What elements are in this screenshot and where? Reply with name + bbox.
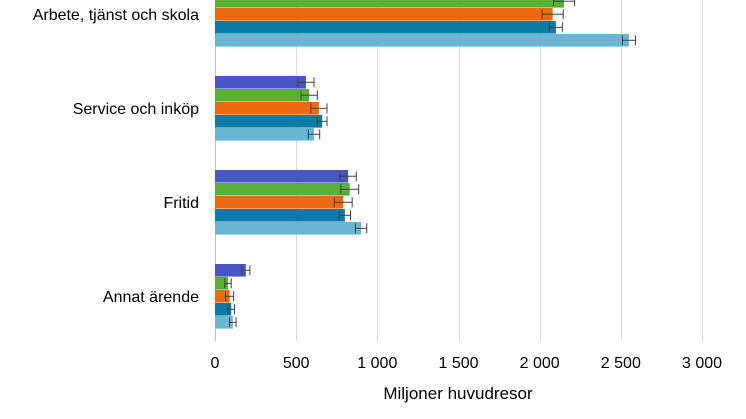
error-bar-layer xyxy=(224,0,636,328)
x-tick-label: 2 500 xyxy=(601,355,641,372)
bar xyxy=(215,303,232,316)
x-tick-label: 0 xyxy=(211,355,220,372)
bar xyxy=(215,0,565,8)
bar xyxy=(215,222,362,235)
bar xyxy=(215,170,349,183)
category-label: Fritid xyxy=(163,195,199,212)
category-label: Service och inköp xyxy=(73,101,199,118)
bar xyxy=(215,76,306,89)
category-label: Annat ärende xyxy=(103,289,199,306)
bar xyxy=(215,209,345,222)
category-label: Arbete, tjänst och skola xyxy=(33,7,199,24)
bar xyxy=(215,8,553,21)
bar xyxy=(215,316,233,329)
x-tick-label: 500 xyxy=(283,355,310,372)
x-tick-label: 2 000 xyxy=(520,355,560,372)
label-layer: 0 500 1 000 1 500 2 000 2 500 3 000 Arbete, tjä… xyxy=(33,7,722,372)
bar xyxy=(215,102,319,115)
x-axis-title: Miljoner huvudresor xyxy=(383,384,533,403)
x-tick-label: 1 500 xyxy=(438,355,478,372)
x-tick-label: 3 000 xyxy=(682,355,722,372)
x-tick-label: 1 000 xyxy=(357,355,397,372)
bar xyxy=(215,89,310,102)
bar xyxy=(215,34,629,47)
bar-layer xyxy=(215,0,629,329)
bar xyxy=(215,264,246,277)
bar xyxy=(215,183,350,196)
bar xyxy=(215,21,556,34)
bar xyxy=(215,128,315,141)
grid-layer xyxy=(215,0,703,341)
bar xyxy=(215,115,323,128)
bar xyxy=(215,196,344,209)
